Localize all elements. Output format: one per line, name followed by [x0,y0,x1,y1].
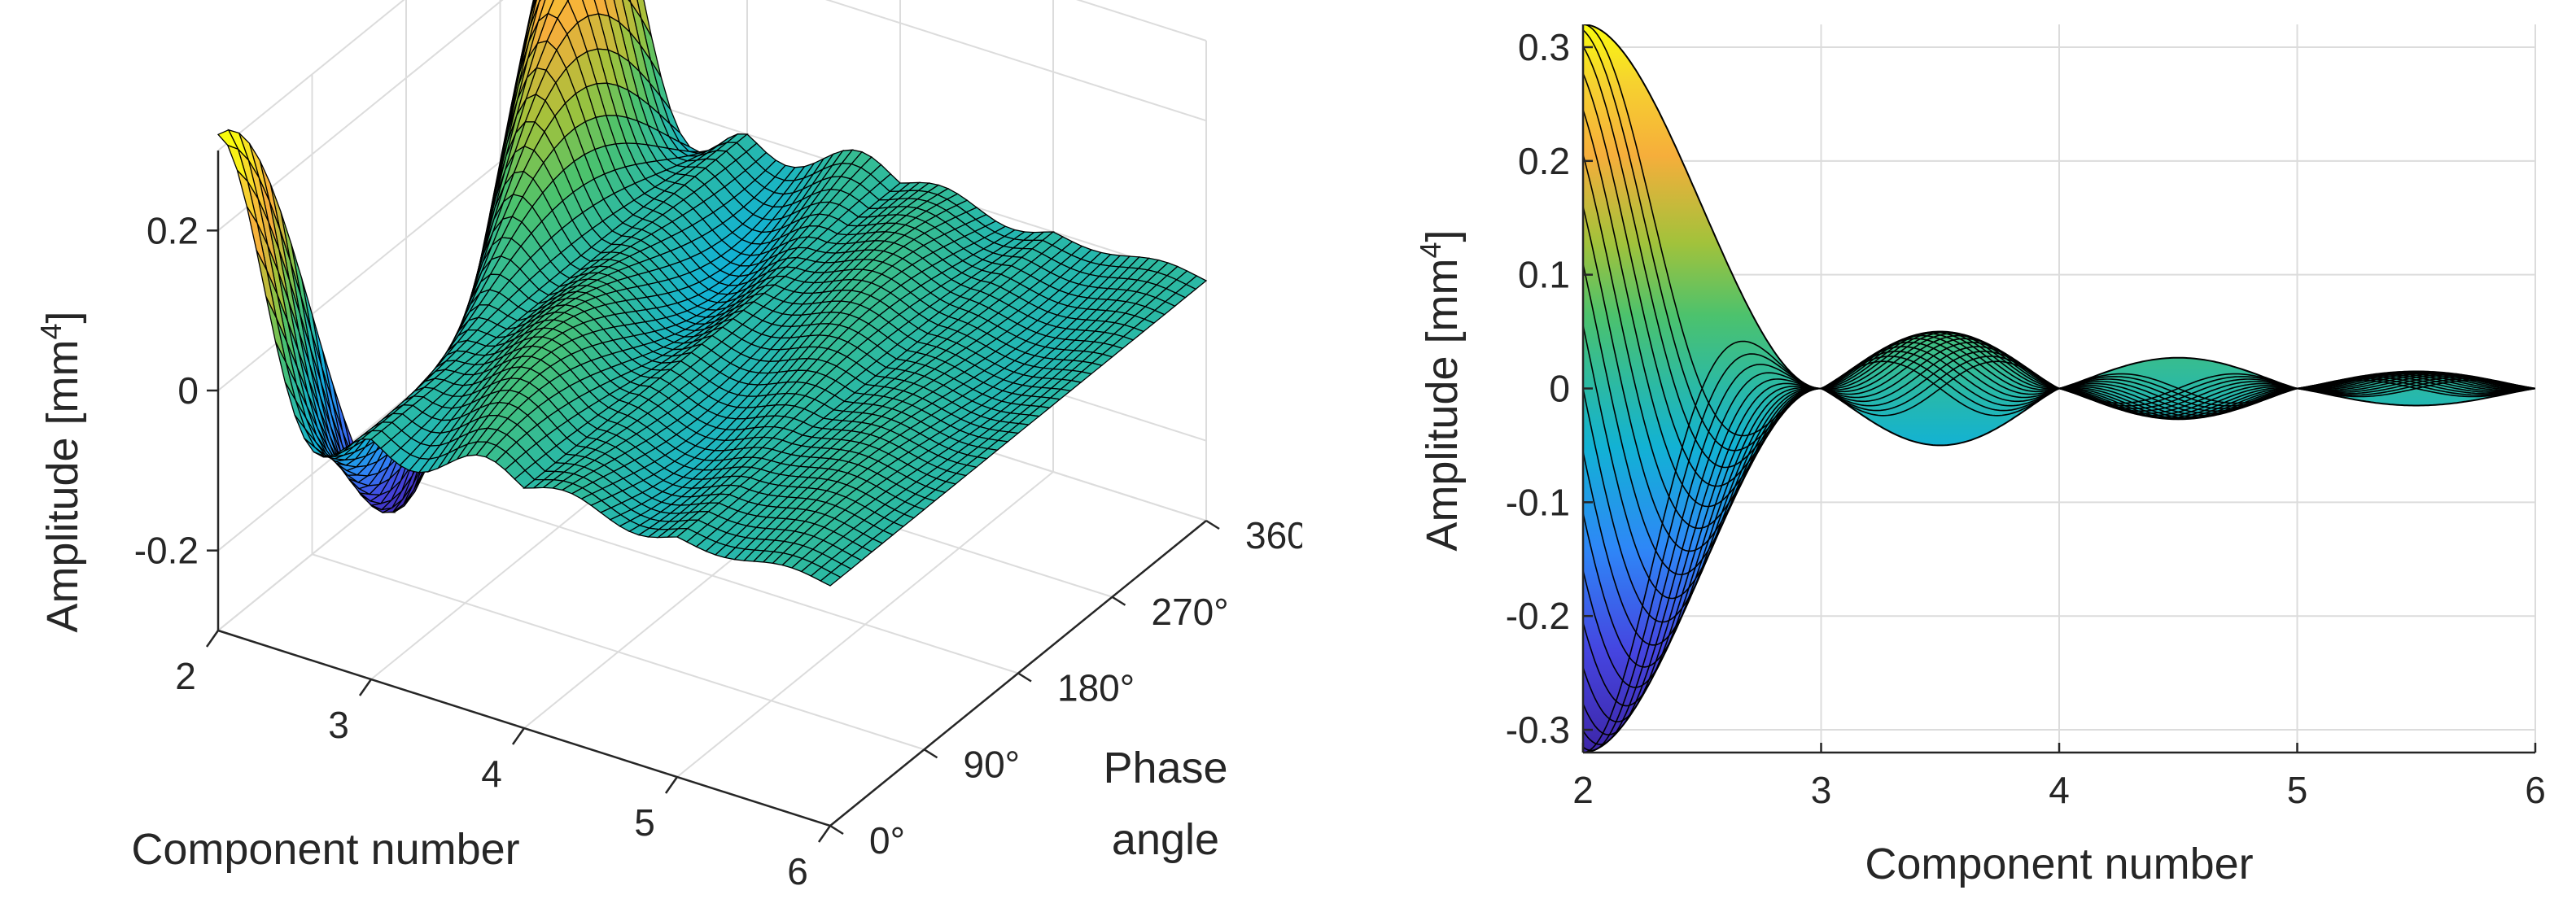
y-axis-label-line1: Phase [1103,744,1227,792]
y-axis-label: Amplitude [mm4] [1414,229,1467,551]
y-tick-label: 270° [1152,591,1229,633]
grid-line [217,0,405,151]
x-tick-mark [205,630,220,648]
x-tick-label: 4 [481,753,502,795]
axes-lines [205,151,1220,843]
side-view-plot-svg: 2 3 4 5 6 -0.3 -0.2 -0.1 0 0.1 0.2 0.3 Component nu… [1414,24,2546,888]
y-tick-label: 180° [1057,667,1135,709]
x-tick-mark [511,727,526,745]
x-tick-label: 6 [787,850,808,892]
y-axis-label-sup: 4 [1414,242,1447,258]
x-tick-mark [358,679,373,696]
surface-plot-svg: 2 3 4 5 6 0° 90° 180° 270° 360° -0.2 0 0.2 Component… [34,0,1302,892]
z-tick-label: 0.2 [147,209,199,251]
surface-side-view [1583,24,2535,753]
z-axis-label: Amplitude [mm4] [34,311,87,632]
z-axis-label-base: Amplitude [mm [38,339,87,632]
y-tick-label: 90° [964,743,1021,785]
y-tick-label: -0.3 [1506,709,1570,751]
tick-labels: 2 3 4 5 6 -0.3 -0.2 -0.1 0 0.1 0.2 0.3 [1506,26,2546,811]
y-tick-label: -0.2 [1506,595,1570,637]
y-tick-mark [1205,519,1220,530]
z-axis-label-end: ] [38,311,87,323]
surface-plot-panel: 2 3 4 5 6 0° 90° 180° 270° 360° -0.2 0 0.2 Component… [34,0,1302,892]
surface-cell [820,571,842,587]
x-axis-label: Component number [1865,840,2253,888]
y-axis-label-base: Amplitude [mm [1418,258,1467,551]
x-tick-label: 2 [1572,769,1594,811]
y-tick-label: 360° [1245,514,1302,556]
y-tick-label: 0 [1549,368,1570,410]
z-tick-label: -0.2 [134,530,199,572]
x-tick-label: 5 [634,801,655,844]
y-tick-mark [923,748,938,759]
y-axis-label-line2: angle [1112,815,1219,864]
x-tick-label: 5 [2287,769,2308,811]
surface-mesh [216,0,1208,587]
z-axis-label-sup: 4 [34,323,68,339]
x-tick-label: 3 [1811,769,1832,811]
axes-lines [1581,24,2537,754]
grid-line [1076,0,1207,41]
y-tick-label: 0.1 [1518,254,1570,296]
y-axis-label-end: ] [1418,229,1467,242]
x-tick-label: 2 [175,655,196,697]
x-tick-label: 4 [2049,769,2070,811]
y-tick-label: 0.3 [1518,26,1570,68]
x-tick-mark [664,776,679,794]
y-tick-label: 0° [869,819,905,862]
x-tick-label: 6 [2525,769,2546,811]
y-tick-label: -0.1 [1506,481,1570,523]
z-tick-label: 0 [177,369,199,412]
grid-line [405,477,1019,674]
y-tick-mark [1017,672,1032,683]
x-tick-mark [817,825,832,843]
grid-line [312,553,925,751]
x-tick-label: 3 [328,704,349,746]
y-tick-mark [1111,596,1126,606]
tick-labels: 2 3 4 5 6 0° 90° 180° 270° 360° -0.2 0 0.2 [134,209,1302,892]
side-view-plot-panel: 2 3 4 5 6 -0.3 -0.2 -0.1 0 0.1 0.2 0.3 Component nu… [1384,0,2576,912]
x-axis-label: Component number [131,825,519,874]
y-tick-label: 0.2 [1518,140,1570,182]
phase-curve [1583,340,2535,753]
y-tick-mark [829,824,844,836]
